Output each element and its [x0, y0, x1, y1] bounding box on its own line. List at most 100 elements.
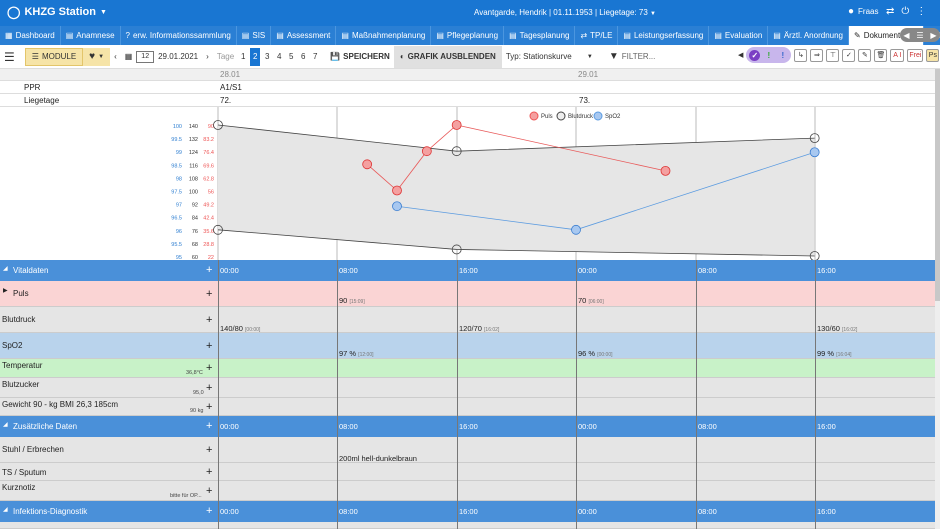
menu-button[interactable]: ☰ [4, 49, 15, 64]
time-header: 16:00 [817, 422, 836, 431]
tab-label: Anamnese [76, 31, 115, 40]
tree-icon[interactable]: ⊤ [826, 48, 840, 62]
documentation-grid: 28.01 29.01 PPR A1/S1 Liegetage 72. 73. … [0, 69, 940, 529]
frei-icon[interactable]: Frei [907, 48, 924, 62]
page-4[interactable]: 4 [276, 52, 282, 61]
collapse-icon[interactable]: ◢ [3, 266, 8, 272]
user-menu[interactable]: ● Fraas [848, 6, 879, 17]
add-vital-button[interactable]: + [206, 264, 213, 276]
add-gewicht-button[interactable]: + [206, 401, 213, 413]
module-button[interactable]: ☰ MODULE [24, 47, 84, 66]
trash-icon[interactable]: 🗑 [874, 48, 888, 62]
filter-button[interactable]: ▼ FILTER... [608, 51, 656, 62]
tab-leistungserfassung[interactable]: ▤ Leistungserfassung [618, 26, 710, 45]
puls-value-2: 70 [578, 296, 587, 305]
route-icon[interactable]: ↳ [794, 48, 808, 62]
ps-icon[interactable]: Ps [926, 48, 940, 62]
type-select[interactable]: Typ: Stationskurve ▼ [505, 52, 593, 61]
tab-ma-nahmenplanung[interactable]: ▤ Maßnahmenplanung [336, 26, 432, 45]
axis-tick-puls: 69.6 [203, 163, 214, 169]
row-temperatur[interactable]: Temperatur + 36,8°C [0, 359, 936, 378]
tab-ärztl-anordnung[interactable]: ▤ Ärztl. Anordnung [768, 26, 849, 45]
row-kurznotiz[interactable]: Kurznotiz + bitte für OP... [0, 481, 936, 501]
tab-assessment[interactable]: ▤ Assessment [271, 26, 337, 45]
tab-evaluation[interactable]: ▤ Evaluation [709, 26, 769, 45]
current-date[interactable]: 29.01.2021 [158, 52, 199, 61]
puls-point [362, 159, 373, 170]
next-day-button[interactable]: › [206, 52, 209, 61]
spo2-value-2: 96 % [578, 349, 596, 358]
row-ts-sputum[interactable]: TS / Sputum + [0, 463, 936, 481]
tab-sis[interactable]: ▤ SIS [237, 26, 272, 45]
ai-icon[interactable]: A I [890, 48, 905, 62]
scrollbar-thumb[interactable] [935, 69, 940, 301]
tab-pflegeplanung[interactable]: ▤ Pflegeplanung [431, 26, 505, 45]
add-zusatz-button[interactable]: + [206, 420, 213, 432]
add-puls-button[interactable]: + [206, 288, 213, 300]
tab-dashboard[interactable]: ▦ Dashboard [0, 26, 61, 45]
save-button[interactable]: 💾 SPEICHERN [330, 52, 390, 61]
page-6[interactable]: 6 [300, 52, 306, 61]
check-icon[interactable]: ✓ [842, 48, 856, 62]
axis-tick-bp: 68 [192, 242, 198, 248]
add-stuhl-button[interactable]: + [206, 444, 213, 456]
legend-marker [556, 111, 566, 121]
collapse-icon[interactable]: ◢ [3, 422, 8, 428]
section-infektions-diagnostik[interactable]: ◢ Infektions-Diagnostik + 00:00 08:00 16:0… [0, 501, 936, 522]
swap-icon[interactable]: ⇄ [886, 6, 895, 17]
section-zusaetzliche-daten[interactable]: ◢ Zusätzliche Daten + 00:00 08:00 16:00 00:… [0, 416, 936, 437]
row-gewicht[interactable]: Gewicht 90 - kg BMI 26,3 185cm + 90 kg [0, 398, 936, 416]
flow-icon[interactable]: ⇒ [810, 48, 824, 62]
expand-icon[interactable]: ▶ [3, 288, 8, 294]
page-1[interactable]: 1 [240, 52, 246, 61]
power-icon[interactable]: ⏻ [901, 6, 910, 17]
spo2-point [571, 224, 581, 235]
menu-icon[interactable]: ☰ [916, 30, 924, 40]
add-ts-button[interactable]: + [206, 466, 213, 478]
more-vert-icon[interactable]: ⋮ [916, 6, 927, 17]
favorites-button[interactable]: ♥ ▼ [83, 47, 111, 66]
warning-green-icon[interactable]: ! [767, 50, 771, 60]
status-pill[interactable]: ✓ ! ! [746, 47, 792, 63]
page-5[interactable]: 5 [288, 52, 294, 61]
edit-icon[interactable]: ✎ [858, 48, 872, 62]
add-bd-button[interactable]: + [206, 314, 213, 326]
tab-overflow-control[interactable]: ◀ ☰ ▶ [900, 28, 940, 42]
row-blutdruck[interactable]: Blutdruck + 140/80 [00:00] 120/70 [16:02… [0, 307, 936, 333]
row-blutzucker[interactable]: Blutzucker + 95,0 [0, 378, 936, 398]
add-temp-button[interactable]: + [206, 362, 213, 374]
section-vitaldaten[interactable]: ◢ Vitaldaten + 00:00 08:00 16:00 00:00 08:00… [0, 260, 936, 281]
add-kurznotiz-button[interactable]: + [206, 485, 213, 497]
vertical-scrollbar[interactable] [935, 69, 940, 529]
chevron-left-icon[interactable]: ◀ [903, 30, 910, 40]
chevron-right-icon[interactable]: ▶ [930, 30, 937, 40]
page-3[interactable]: 3 [264, 52, 270, 61]
page-2[interactable]: 2 [250, 47, 261, 66]
app-title-area[interactable]: ◯ KHZG Station ▼ [7, 5, 107, 19]
tab-erw-informationssammlung[interactable]: ? erw. Informationssammlung [121, 26, 237, 45]
toggle-chart-button[interactable]: ◐ GRAFIK AUSBLENDEN [393, 45, 502, 68]
collapse-icon[interactable]: ◢ [3, 507, 8, 513]
row-puls[interactable]: ▶ Puls + 90 [15:09] 70 [06:00] [0, 281, 936, 307]
tab-anamnese[interactable]: ▤ Anamnese [61, 26, 121, 45]
info-blue-icon[interactable]: ! [781, 50, 785, 60]
date-12-icon[interactable]: 12 [136, 50, 155, 63]
row-stuhl[interactable]: Stuhl / Erbrechen + 200ml hell-dunkelbra… [0, 437, 936, 463]
add-infekt-button[interactable]: + [206, 505, 213, 517]
chevron-down-icon[interactable]: ▼ [650, 11, 656, 17]
module-tabs: ▦ Dashboard ▤ Anamnese? erw. Informationssam… [0, 26, 940, 45]
add-bz-button[interactable]: + [206, 382, 213, 394]
row-spo2[interactable]: SpO2 + 97 % [12:00] 96 % [00:00] 99 % [1… [0, 333, 936, 359]
search-icon[interactable]: ◯ [7, 5, 21, 19]
tab-tp-le[interactable]: ⇄ TP/LE [575, 26, 619, 45]
scroll-left-icon[interactable]: ◀ [738, 52, 744, 59]
prev-day-button[interactable]: ‹ [114, 52, 117, 61]
check-circle-icon[interactable]: ✓ [749, 49, 761, 61]
chevron-down-icon[interactable]: ▼ [99, 8, 107, 16]
calendar-icon[interactable]: ▦ [124, 52, 133, 61]
tab-tagesplanung[interactable]: ▤ Tagesplanung [504, 26, 576, 45]
add-spo2-button[interactable]: + [206, 340, 213, 352]
page-7[interactable]: 7 [312, 52, 318, 61]
patient-info[interactable]: Avantgarde, Hendrik | 01.11.1953 | Liege… [474, 8, 656, 17]
